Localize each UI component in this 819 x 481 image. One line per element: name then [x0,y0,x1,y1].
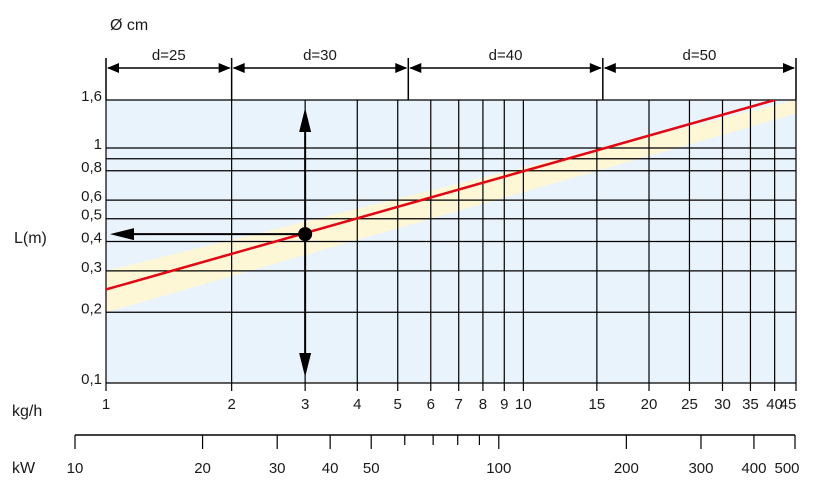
kgh-tick-label: 6 [427,396,435,413]
kgh-tick-label: 30 [714,396,731,413]
kw-axis-ticks: 10 20 30 40 50 100 200 300 400 500 [67,435,800,477]
kw-tick-label: 200 [614,460,639,477]
y-tick-label: 0,8 [81,159,102,176]
diameter-segment-arrow-right [218,63,231,73]
y-tick-label: 0,1 [81,371,102,388]
kgh-tick-label: 5 [394,396,402,413]
tolerance-band [106,100,796,313]
kw-tick-label: 400 [741,460,766,477]
kgh-tick-label: 25 [681,396,698,413]
kw-tick-label: 500 [774,460,799,477]
y-tick-label: 0,3 [81,259,102,276]
y-axis-ticks: 0,1 0,2 0,3 0,4 0,5 0,6 0,8 1 1,6 [81,88,102,388]
diameter-segment-label: d=50 [683,47,717,64]
kgh-tick-label: 7 [455,396,463,413]
kgh-tick-label: 8 [479,396,487,413]
kgh-tick-label: 1 [102,396,110,413]
diameter-segment-arrow-left [107,63,119,73]
diameter-segment-arrow-right [589,63,602,73]
kgh-tick-label: 15 [589,396,606,413]
arrowhead-down [299,353,312,377]
diameter-segment-arrow-left [603,63,616,73]
diameter-segment-arrow-right [783,63,795,73]
diameter-axis: d=25 d=30 d=40 d=50 [105,47,797,100]
y-tick-label: 0,2 [81,300,102,317]
y-tick-label: 0,5 [81,207,102,224]
kw-tick-label: 10 [67,460,84,477]
y-tick-label: 0,6 [81,188,102,205]
kw-tick-label: 40 [322,460,339,477]
kw-axis-label: kW [12,460,36,477]
example-point [298,227,313,242]
kw-tick-label: 20 [194,460,211,477]
kgh-axis-label: kg/h [12,403,42,420]
series-line [106,100,775,291]
kw-tick-label: 300 [688,460,713,477]
kgh-tick-label: 35 [742,396,759,413]
diameter-segment-label: d=25 [152,47,186,64]
y-axis-label: L(m) [14,230,47,247]
kgh-tick-label: 45 [780,396,797,413]
kgh-tick-label: 40 [766,396,783,413]
y-tick-label: 0,4 [81,230,102,247]
kgh-tick-label: 2 [227,396,235,413]
kgh-tick-label: 20 [641,396,658,413]
diameter-segment-label: d=30 [303,47,337,64]
kgh-tick-label: 9 [500,396,508,413]
arrowhead-left [110,228,134,241]
y-tick-label: 1 [94,136,102,153]
y-tick-label: 1,6 [81,88,102,105]
grid-lines [105,99,797,384]
kw-tick-label: 50 [363,460,380,477]
kgh-tick-label: 10 [515,396,532,413]
kw-tick-label: 30 [269,460,286,477]
diameter-segment-arrow-left [409,63,422,73]
diameter-axis-label: Ø cm [110,17,148,34]
kw-tick-label: 100 [486,460,511,477]
diameter-segment-arrow-left [232,63,245,73]
kgh-tick-label: 3 [301,396,309,413]
kgh-tick-label: 4 [353,396,361,413]
arrowhead-up [299,108,312,132]
diameter-segment-arrow-right [395,63,408,73]
diameter-segment-label: d=40 [489,47,523,64]
